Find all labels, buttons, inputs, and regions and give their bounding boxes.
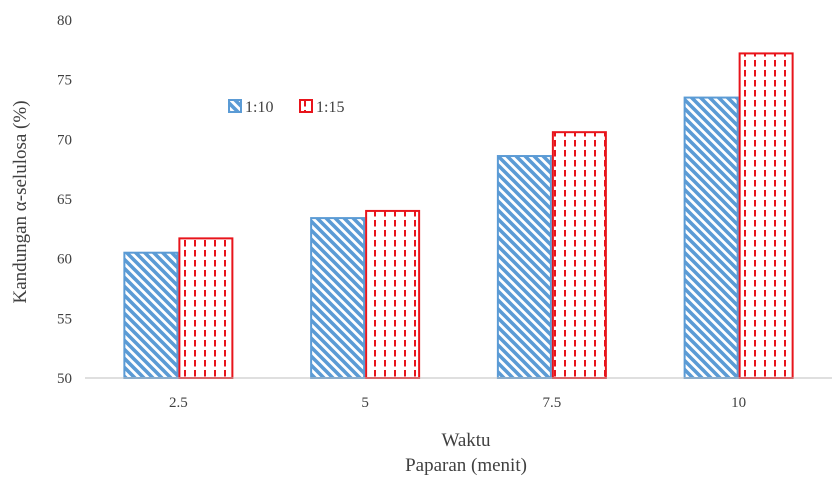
x-tick-label: 2.5 (169, 395, 188, 411)
legend: 1:10 1:15 (228, 99, 344, 116)
legend-swatch (228, 99, 242, 113)
bar-series-1-15-2.5 (178, 237, 234, 379)
y-axis-title: Kandungan α-selulosa (%) (10, 100, 31, 303)
y-tick-label: 55 (57, 311, 72, 327)
y-axis-title-group: Kandungan α-selulosa (%) (10, 100, 31, 303)
x-axis-title-line1: Waktu (441, 430, 491, 451)
legend-swatch (299, 99, 313, 113)
y-tick-label: 65 (57, 192, 72, 208)
x-tick-label: 5 (361, 395, 369, 411)
bar-series-1-15-10 (738, 52, 794, 380)
y-tick-label: 80 (57, 13, 72, 29)
bar-series-1-10-2.5 (123, 251, 179, 379)
x-axis-title: Waktu Paparan (menit) (405, 430, 527, 476)
x-axis-title-line2: Paparan (menit) (405, 455, 527, 476)
x-tick-label: 10 (731, 395, 746, 411)
y-tick-label: 60 (57, 252, 72, 268)
x-tick-label: 7.5 (543, 395, 562, 411)
legend-label: 1:15 (316, 99, 344, 116)
y-tick-label: 70 (57, 132, 72, 148)
bars (123, 52, 794, 380)
bar-series-1-10-7.5 (496, 155, 552, 379)
bar-series-1-10-10 (683, 96, 739, 379)
x-axis-ticks: 2.5 5 7.5 10 (169, 395, 746, 411)
y-axis-ticks: 50 55 60 65 70 75 80 (57, 13, 72, 387)
legend-label: 1:10 (245, 99, 273, 116)
bar-series-1-10-5 (310, 217, 366, 379)
bar-series-1-15-5 (365, 209, 421, 379)
y-tick-label: 50 (57, 371, 72, 387)
y-tick-label: 75 (57, 73, 72, 89)
bar-series-1-15-7.5 (551, 131, 607, 379)
